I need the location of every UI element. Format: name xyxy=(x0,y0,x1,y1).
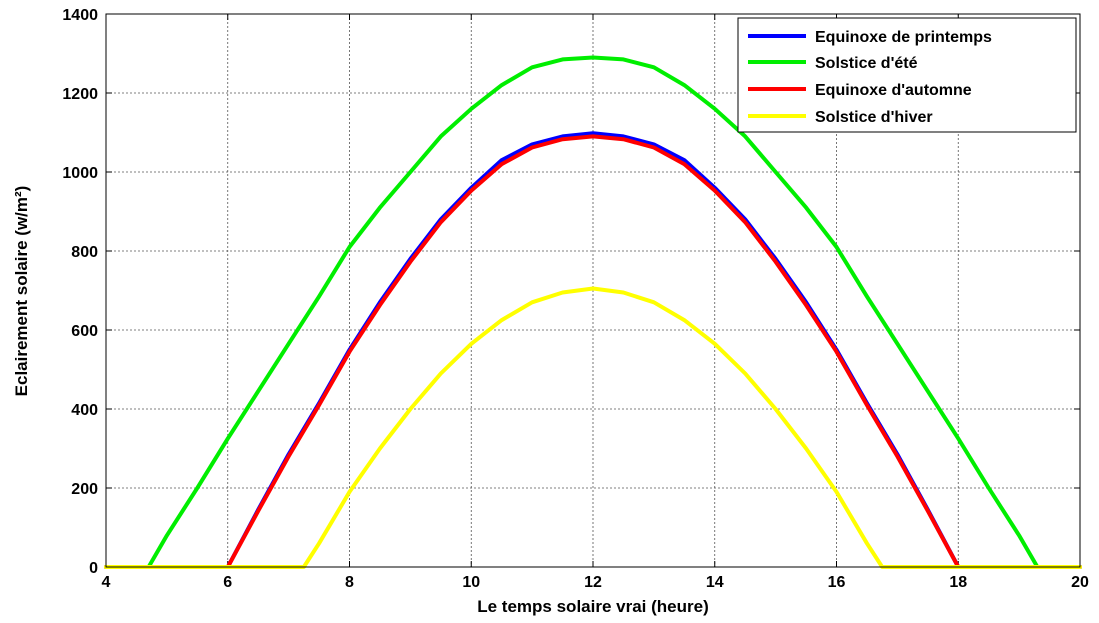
x-tick-label: 4 xyxy=(102,574,111,591)
grid-lines xyxy=(106,14,1080,567)
legend-label-2: Equinoxe d'automne xyxy=(815,82,972,99)
y-tick-label: 600 xyxy=(71,323,98,340)
x-tick-label: 10 xyxy=(462,574,480,591)
y-tick-labels: 0 200 400 600 800 1000 1200 1400 xyxy=(62,7,98,577)
y-tick-label: 1400 xyxy=(62,7,98,24)
y-tick-label: 400 xyxy=(71,402,98,419)
y-tick-label: 200 xyxy=(71,481,98,498)
series-lines xyxy=(104,55,1082,569)
legend-label-3: Solstice d'hiver xyxy=(815,109,933,126)
x-tick-label: 18 xyxy=(949,574,967,591)
series-line-3 xyxy=(104,286,1082,569)
y-tick-label: 0 xyxy=(89,560,98,577)
x-tick-label: 8 xyxy=(345,574,354,591)
y-tick-label: 1200 xyxy=(62,86,98,103)
x-tick-label: 20 xyxy=(1071,574,1089,591)
series-line-2 xyxy=(104,134,1082,569)
plot-area-frame xyxy=(105,13,1081,568)
y-tick-label: 1000 xyxy=(62,165,98,182)
x-tick-label: 14 xyxy=(706,574,724,591)
legend: Equinoxe de printemps Solstice d'été Equ… xyxy=(737,17,1077,133)
x-tick-label: 16 xyxy=(828,574,846,591)
legend-label-0: Equinoxe de printemps xyxy=(815,29,992,46)
x-tick-label: 6 xyxy=(223,574,232,591)
legend-label-1: Solstice d'été xyxy=(815,55,918,72)
y-tick-label: 800 xyxy=(71,244,98,261)
x-tick-labels: 4 6 8 10 12 14 16 18 20 xyxy=(102,574,1089,591)
y-axis-title: Eclairement solaire (w/m²) xyxy=(12,186,31,397)
x-axis-title: Le temps solaire vrai (heure) xyxy=(477,597,708,616)
x-tick-label: 12 xyxy=(584,574,602,591)
series-line-1 xyxy=(104,55,1082,569)
